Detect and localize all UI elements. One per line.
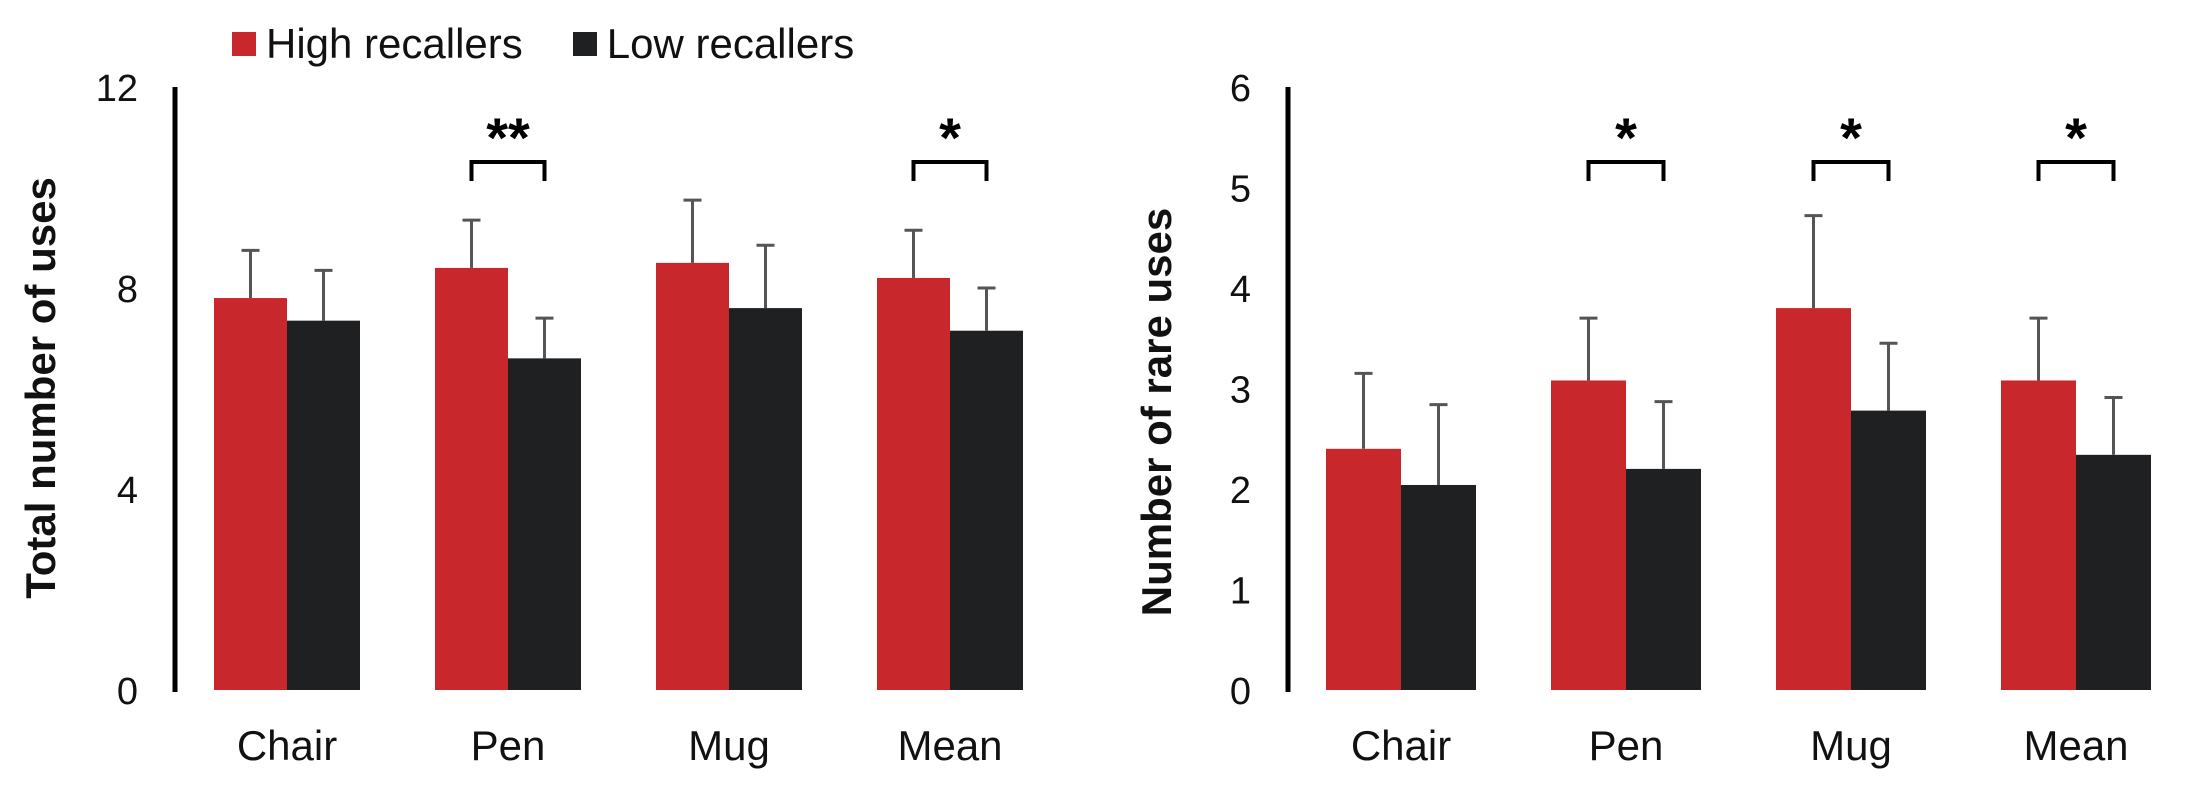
bar-low-mug (729, 308, 802, 690)
legend: High recallers Low recallers (232, 20, 904, 68)
chart-panel-1: 0 4 8 12 Total number of uses Chair Pen ** Mug Me… (17, 68, 1023, 769)
y-axis-title: Number of rare uses (1133, 208, 1180, 616)
legend-label-low: Low recallers (606, 20, 855, 67)
y-tick-label: 1 (1230, 571, 1251, 613)
y-tick-label: 12 (96, 68, 138, 110)
y-tick-label: 6 (1230, 68, 1251, 110)
bar-low-pen (508, 358, 581, 690)
bar-low-chair (287, 320, 360, 690)
bar-high-mug (1776, 308, 1851, 690)
y-tick-label: 3 (1230, 370, 1251, 412)
significance-bracket (911, 160, 989, 181)
bar-group-chair: Chair (1326, 371, 1476, 769)
x-tick-label: Pen (471, 722, 546, 769)
y-tick-label: 8 (117, 269, 138, 311)
x-tick-label: Mean (2023, 722, 2128, 769)
y-tick-label: 0 (117, 671, 138, 713)
y-tick-label: 0 (1230, 671, 1251, 713)
y-tick-label: 4 (1230, 269, 1251, 311)
legend-swatch-high (232, 32, 256, 56)
bar-high-mug (656, 262, 729, 690)
significance-label: * (2065, 106, 2087, 169)
bar-high-pen (435, 267, 508, 690)
significance-label: * (1615, 106, 1637, 169)
significance-bracket (2036, 160, 2116, 181)
bar-high-pen (1551, 380, 1626, 690)
bar-high-mean (877, 277, 950, 690)
bar-group-pen: Pen ** (435, 106, 581, 769)
bar-group-pen: Pen * (1551, 106, 1701, 769)
significance-label: * (1840, 106, 1862, 169)
x-tick-label: Pen (1589, 722, 1664, 769)
y-axis-title: Total number of uses (17, 177, 64, 599)
significance-bracket (469, 160, 547, 181)
x-tick-label: Mug (1810, 722, 1892, 769)
bar-group-chair: Chair (214, 248, 360, 769)
legend-item-high: High recallers (232, 20, 523, 68)
bar-group-mean: Mean * (2001, 106, 2151, 769)
legend-item-low: Low recallers (572, 20, 855, 68)
bar-high-chair (1326, 448, 1401, 690)
significance-label: ** (486, 106, 530, 169)
x-tick-label: Chair (237, 722, 337, 769)
bar-group-mug: Mug (656, 198, 802, 769)
bar-low-chair (1401, 484, 1476, 690)
x-tick-label: Chair (1351, 722, 1451, 769)
x-tick-label: Mean (897, 722, 1002, 769)
bar-low-pen (1626, 468, 1701, 690)
significance-bracket (1586, 160, 1666, 181)
bar-group-mug: Mug * (1776, 106, 1926, 769)
significance-bracket (1811, 160, 1891, 181)
x-tick-label: Mug (688, 722, 770, 769)
y-tick-label: 5 (1230, 169, 1251, 211)
significance-label: * (939, 106, 961, 169)
y-tick-label: 2 (1230, 470, 1251, 512)
legend-label-high: High recallers (266, 20, 523, 67)
y-tick-label: 4 (117, 470, 138, 512)
bar-group-mean: Mean * (877, 106, 1023, 769)
legend-swatch-low (572, 32, 597, 56)
bar-low-mean (950, 330, 1023, 690)
bar-low-mug (1851, 410, 1926, 690)
bar-low-mean (2076, 454, 2151, 690)
bar-high-mean (2001, 380, 2076, 690)
bar-high-chair (214, 298, 287, 690)
